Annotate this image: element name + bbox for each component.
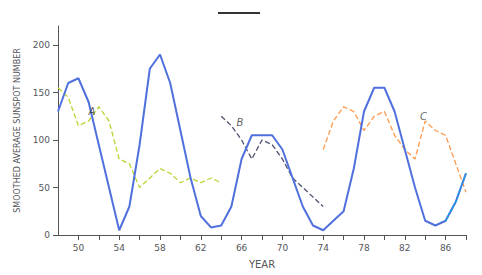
svg-text:66: 66 xyxy=(236,243,248,253)
svg-text:0: 0 xyxy=(44,230,50,240)
svg-text:A: A xyxy=(88,106,96,117)
svg-text:54: 54 xyxy=(113,243,125,253)
svg-text:50: 50 xyxy=(39,183,51,193)
svg-text:62: 62 xyxy=(195,243,206,253)
svg-text:50: 50 xyxy=(73,243,85,253)
svg-text:74: 74 xyxy=(317,243,329,253)
svg-text:100: 100 xyxy=(33,135,50,145)
svg-text:82: 82 xyxy=(399,243,410,253)
svg-text:B: B xyxy=(237,117,244,128)
svg-text:78: 78 xyxy=(358,243,370,253)
svg-text:58: 58 xyxy=(154,243,166,253)
svg-text:200: 200 xyxy=(33,40,50,50)
svg-text:86: 86 xyxy=(440,243,452,253)
svg-text:C: C xyxy=(420,111,427,122)
svg-text:70: 70 xyxy=(277,243,289,253)
svg-text:YEAR: YEAR xyxy=(248,259,275,270)
svg-text:150: 150 xyxy=(33,88,50,98)
svg-text:SMOOTHED AVERAGE SUNSPOT NUMBE: SMOOTHED AVERAGE SUNSPOT NUMBER xyxy=(13,48,22,213)
